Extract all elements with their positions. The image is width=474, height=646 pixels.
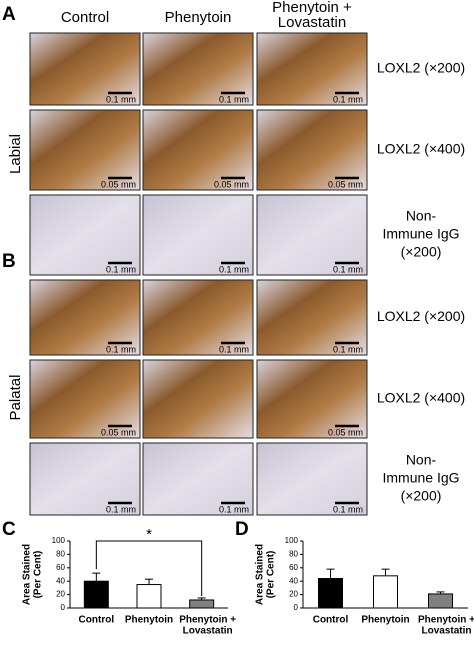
scale-bar-label: 0.05 mm	[101, 427, 136, 437]
y-axis-label: Area Stained (Per Cent)	[22, 544, 44, 605]
y-axis-label-line: (Per Cent)	[33, 551, 44, 599]
error-bar	[92, 572, 101, 582]
y-tick-label: 80	[56, 550, 65, 559]
y-tick-label: 40	[289, 576, 298, 585]
micrograph	[142, 109, 254, 191]
panel-letter: B	[2, 251, 16, 272]
scale-bar-label: 0.05 mm	[328, 179, 363, 189]
x-tick-label: Phenytoin +	[418, 615, 474, 626]
x-tick-label: Control	[79, 615, 115, 626]
scale-bar-label: 0.1 mm	[333, 94, 363, 104]
x-tick-label: Phenytoin +	[179, 615, 236, 626]
y-axis-label: Area Stained (Per Cent)	[255, 544, 277, 605]
micrograph	[256, 109, 368, 191]
bar	[189, 599, 215, 609]
y-tick-label: 20	[56, 590, 65, 599]
y-tick-label: 60	[56, 563, 65, 572]
micrograph	[29, 194, 141, 276]
column-header: Phenytoin	[165, 9, 232, 26]
y-tick-label: 60	[289, 563, 298, 572]
side-label: Labial	[7, 134, 24, 174]
y-tick-label: 0	[61, 603, 66, 612]
error-bar	[436, 591, 445, 594]
row-label: Immune IgG	[382, 226, 459, 242]
micrograph	[142, 194, 254, 276]
scale-bar-label: 0.1 mm	[219, 504, 249, 514]
row-label: LOXL2 (×200)	[377, 60, 465, 76]
scale-bar-label: 0.05 mm	[101, 179, 136, 189]
y-tick-label: 100	[52, 536, 66, 545]
row-label: LOXL2 (×400)	[377, 390, 465, 406]
bar	[373, 575, 398, 609]
row-label: Immune IgG	[382, 470, 459, 486]
scale-bar-label: 0.1 mm	[333, 504, 363, 514]
y-axis-label-line: Area Stained	[255, 544, 266, 605]
x-tick-label: Phenytoin	[361, 615, 409, 626]
scale-bar-label: 0.1 mm	[333, 344, 363, 354]
bar	[318, 578, 343, 609]
y-axis-label-line: (Per Cent)	[266, 551, 277, 599]
error-bar	[145, 578, 153, 585]
scale-bar-label: 0.05 mm	[328, 427, 363, 437]
scale-bar-label: 0.05 mm	[214, 179, 249, 189]
x-tick-label: Lovastatin	[183, 626, 233, 637]
error-bar	[197, 597, 206, 600]
y-tick-label: 40	[56, 576, 65, 585]
x-tick-label: Phenytoin	[125, 615, 173, 626]
error-bar	[326, 568, 335, 579]
panel-letter: D	[235, 519, 249, 540]
side-label: Palatal	[7, 375, 24, 421]
row-label: (×200)	[401, 244, 442, 260]
significance-marker: *	[146, 526, 152, 543]
scale-bar-label: 0.1 mm	[106, 344, 136, 354]
bar	[428, 593, 453, 609]
column-header: Phenytoin +	[272, 0, 352, 16]
y-tick-label: 80	[289, 550, 298, 559]
micrograph	[256, 194, 368, 276]
scale-bar-label: 0.1 mm	[106, 94, 136, 104]
row-label: Non-	[406, 452, 437, 468]
column-header: Lovastatin	[278, 14, 346, 31]
y-tick-label: 100	[285, 536, 299, 545]
y-tick-label: 20	[289, 590, 298, 599]
bar	[136, 584, 162, 609]
scale-bar-label: 0.1 mm	[219, 94, 249, 104]
scale-bar-label: 0.1 mm	[219, 264, 249, 274]
error-bar	[381, 568, 390, 576]
significance-bracket	[95, 540, 203, 596]
micrograph	[142, 359, 254, 439]
panel-letter: C	[2, 519, 16, 540]
row-label: LOXL2 (×400)	[377, 141, 465, 157]
y-tick-label: 0	[294, 603, 299, 612]
column-header: Control	[61, 9, 109, 26]
row-label: Non-	[406, 208, 437, 224]
scale-bar-label: 0.1 mm	[106, 504, 136, 514]
bar	[83, 580, 109, 609]
scale-bar-label: 0.1 mm	[106, 264, 136, 274]
x-tick-label: Lovastatin	[421, 626, 471, 637]
micrograph	[29, 109, 141, 191]
scale-bar-label: 0.1 mm	[219, 344, 249, 354]
panel-letter: A	[2, 4, 16, 25]
row-label: LOXL2 (×200)	[377, 308, 465, 324]
row-label: (×200)	[401, 488, 442, 504]
x-tick-label: Control	[313, 615, 349, 626]
y-axis-label-line: Area Stained	[22, 544, 33, 605]
scale-bar-label: 0.1 mm	[333, 264, 363, 274]
